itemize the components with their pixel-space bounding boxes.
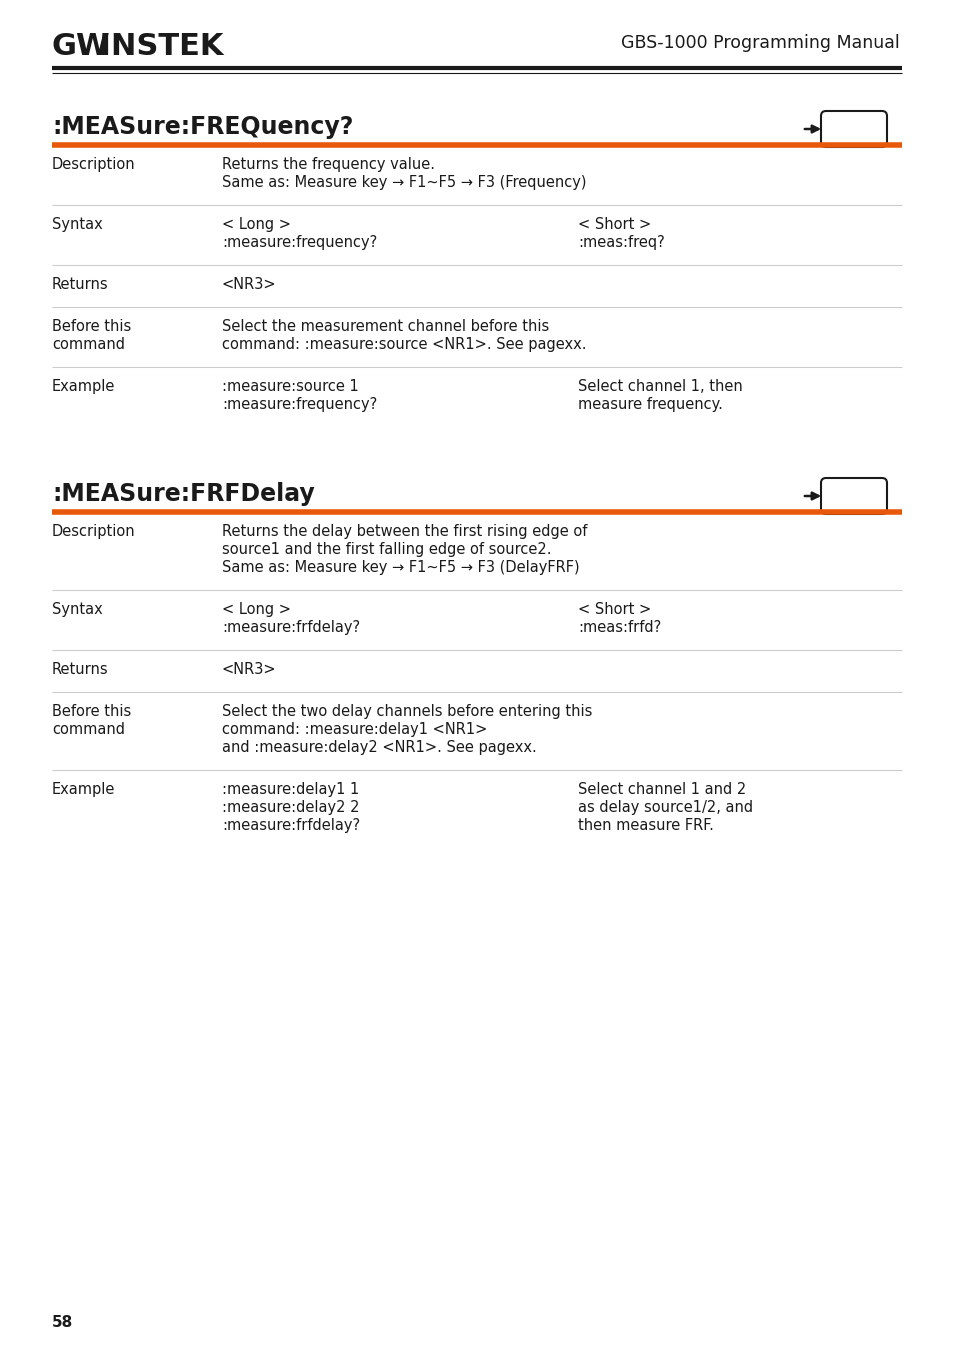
Text: Description: Description	[52, 524, 135, 539]
Text: Example: Example	[52, 379, 115, 394]
Text: < Long >: < Long >	[222, 217, 291, 232]
Text: <NR3>: <NR3>	[222, 277, 276, 292]
Text: INSTEK: INSTEK	[89, 32, 223, 61]
Text: Select channel 1 and 2: Select channel 1 and 2	[578, 782, 745, 796]
Text: Same as: Measure key → F1~F5 → F3 (DelayFRF): Same as: Measure key → F1~F5 → F3 (Delay…	[222, 560, 579, 575]
Text: Example: Example	[52, 782, 115, 796]
Text: :measure:frfdelay?: :measure:frfdelay?	[222, 818, 359, 833]
Text: measure frequency.: measure frequency.	[578, 397, 722, 412]
Text: source1 and the first falling edge of source2.: source1 and the first falling edge of so…	[222, 541, 551, 558]
Text: Select channel 1, then: Select channel 1, then	[578, 379, 742, 394]
Text: :measure:delay1 1: :measure:delay1 1	[222, 782, 359, 796]
Text: :measure:frfdelay?: :measure:frfdelay?	[222, 620, 359, 634]
Text: < Short >: < Short >	[578, 602, 651, 617]
Text: Returns: Returns	[52, 662, 109, 676]
Text: Same as: Measure key → F1~F5 → F3 (Frequency): Same as: Measure key → F1~F5 → F3 (Frequ…	[222, 176, 586, 190]
Text: < Short >: < Short >	[578, 217, 651, 232]
Text: Returns: Returns	[52, 277, 109, 292]
FancyBboxPatch shape	[821, 111, 886, 147]
Text: GBS-1000 Programming Manual: GBS-1000 Programming Manual	[620, 34, 899, 53]
Text: :measure:delay2 2: :measure:delay2 2	[222, 801, 359, 815]
Text: Before this: Before this	[52, 319, 132, 333]
Text: <NR3>: <NR3>	[222, 662, 276, 676]
Text: Syntax: Syntax	[52, 602, 103, 617]
Text: Before this: Before this	[52, 703, 132, 720]
FancyBboxPatch shape	[821, 478, 886, 514]
Text: as delay source1/2, and: as delay source1/2, and	[578, 801, 752, 815]
Text: :MEASure:FRFDelay: :MEASure:FRFDelay	[52, 482, 314, 506]
Text: and :measure:delay2 <NR1>. See pagexx.: and :measure:delay2 <NR1>. See pagexx.	[222, 740, 537, 755]
Text: :MEASure:FREQuency?: :MEASure:FREQuency?	[52, 115, 353, 139]
Text: :meas:frfd?: :meas:frfd?	[578, 620, 660, 634]
Text: GW: GW	[52, 32, 111, 61]
Text: < Long >: < Long >	[222, 602, 291, 617]
Text: command: command	[52, 722, 125, 737]
Text: command: :measure:source <NR1>. See pagexx.: command: :measure:source <NR1>. See page…	[222, 338, 586, 352]
Text: then measure FRF.: then measure FRF.	[578, 818, 713, 833]
Text: Description: Description	[52, 157, 135, 171]
Text: :measure:frequency?: :measure:frequency?	[222, 397, 376, 412]
Text: Select the two delay channels before entering this: Select the two delay channels before ent…	[222, 703, 592, 720]
Text: :measure:source 1: :measure:source 1	[222, 379, 358, 394]
Text: 58: 58	[52, 1315, 73, 1330]
Text: :measure:frequency?: :measure:frequency?	[222, 235, 376, 250]
Text: Select the measurement channel before this: Select the measurement channel before th…	[222, 319, 549, 333]
Text: Returns the delay between the first rising edge of: Returns the delay between the first risi…	[222, 524, 587, 539]
Text: Syntax: Syntax	[52, 217, 103, 232]
Text: Returns the frequency value.: Returns the frequency value.	[222, 157, 435, 171]
Text: :meas:freq?: :meas:freq?	[578, 235, 664, 250]
Text: command: :measure:delay1 <NR1>: command: :measure:delay1 <NR1>	[222, 722, 487, 737]
Text: command: command	[52, 338, 125, 352]
